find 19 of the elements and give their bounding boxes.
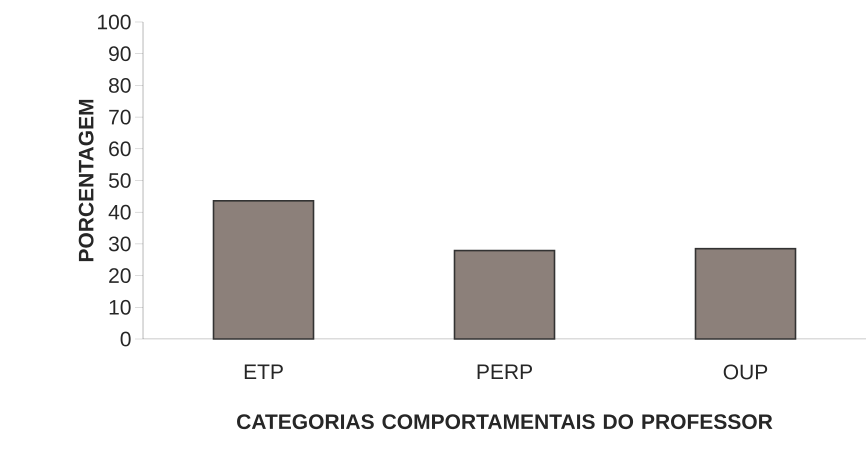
y-tick-label: 20 — [109, 268, 131, 284]
y-tick-label: 0 — [120, 332, 131, 346]
bar — [694, 248, 796, 340]
y-tick-label: 10 — [110, 300, 131, 315]
y-tick-label: 80 — [109, 78, 131, 93]
x-tick-label: ETP — [244, 364, 283, 379]
y-tick-label: 30 — [108, 236, 131, 252]
y-tick-label: 60 — [109, 141, 131, 156]
bar — [454, 250, 556, 340]
y-tick-label: 70 — [109, 110, 131, 125]
x-tick-label: PERP — [478, 364, 532, 379]
x-tick-label: OUP — [724, 364, 768, 380]
x-axis-title: CATEGORIAS COMPORTAMENTAIS DO PROFESSOR — [237, 414, 772, 430]
bar — [212, 200, 314, 340]
y-tick-label: 40 — [108, 204, 131, 220]
y-tick-label: 50 — [108, 173, 131, 188]
y-tick-label: 90 — [109, 46, 131, 62]
y-axis-title: PORCENTAGEM — [78, 100, 94, 262]
y-tick-label: 100 — [98, 14, 131, 30]
